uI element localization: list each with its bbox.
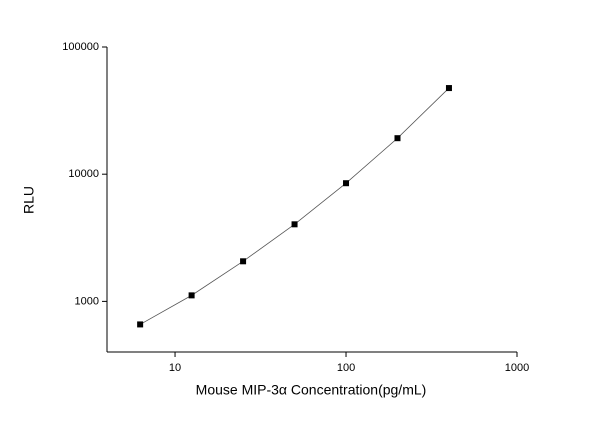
y-tick-label: 100000 xyxy=(62,41,99,53)
point xyxy=(394,135,401,142)
y-tick-label: 1000 xyxy=(75,295,99,307)
point xyxy=(445,85,452,92)
point xyxy=(188,292,195,299)
fit-line xyxy=(139,87,450,325)
x-tick-label: 100 xyxy=(337,362,355,374)
point xyxy=(291,221,298,228)
y-tick-label: 10000 xyxy=(68,168,99,180)
x-tick-label: 10 xyxy=(169,362,181,374)
x-tick-label: 1000 xyxy=(505,362,529,374)
point xyxy=(137,321,144,328)
point xyxy=(343,180,350,187)
y-axis-title: RLU xyxy=(21,186,37,214)
x-axis-title: Mouse MIP-3α Concentration(pg/mL) xyxy=(196,382,427,398)
point xyxy=(240,258,247,265)
